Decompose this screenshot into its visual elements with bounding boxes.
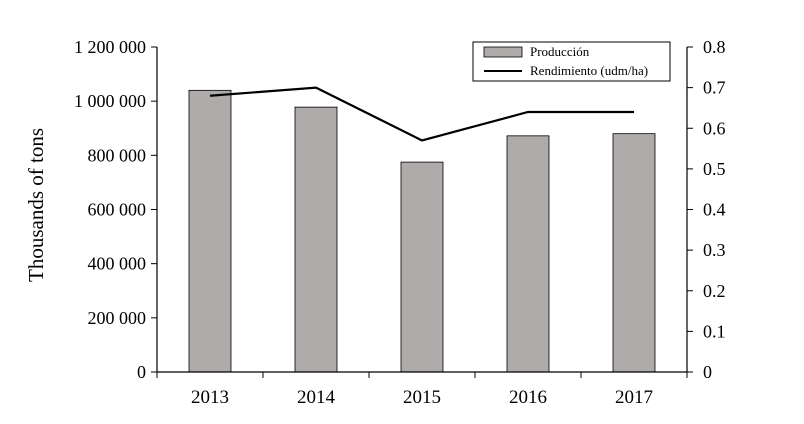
bar-2014 <box>294 106 338 373</box>
axes-group: 0 200 000 400 000 600 000 800 000 1 000 000 1 … <box>74 37 726 408</box>
y-tick-label-right: 0.4 <box>703 200 726 220</box>
y-tick-label-left: 200 000 <box>88 308 147 328</box>
bars-group <box>188 89 656 373</box>
x-tick-label: 2015 <box>403 387 441 408</box>
y-tick-label-right: 0.3 <box>703 240 726 260</box>
line-group <box>209 86 634 142</box>
x-tick-label: 2013 <box>191 387 229 408</box>
y-tick-label-right: 0.1 <box>703 321 726 341</box>
x-tick-label: 2017 <box>615 387 653 408</box>
bar-2013 <box>188 89 232 373</box>
x-tick-label: 2016 <box>509 387 547 408</box>
y-tick-label-right: 0.6 <box>703 118 726 138</box>
y-tick-label-left: 1 000 000 <box>74 91 146 111</box>
legend-swatch-produccion <box>483 46 523 58</box>
bar-2015 <box>400 161 444 373</box>
y-axis-label: Thousands of tons <box>24 128 48 282</box>
y-tick-label-left: 600 000 <box>88 200 147 220</box>
y-tick-label-left: 0 <box>137 362 146 382</box>
y-tick-label-right: 0 <box>703 362 712 382</box>
legend-label-produccion: Producción <box>530 44 590 59</box>
bar-2016 <box>506 135 550 373</box>
y-tick-label-right: 0.7 <box>703 78 726 98</box>
legend: Producción Rendimiento (udm/ha) <box>472 41 671 82</box>
y-tick-label-left: 400 000 <box>88 254 147 274</box>
line-rendimiento <box>209 86 634 142</box>
y-tick-label-left: 1 200 000 <box>74 37 146 57</box>
y-tick-label-right: 0.8 <box>703 37 726 57</box>
y-tick-label-right: 0.5 <box>703 159 726 179</box>
bar-2017 <box>612 133 656 373</box>
x-tick-label: 2014 <box>297 387 336 408</box>
y-tick-label-left: 800 000 <box>88 145 147 165</box>
y-tick-label-right: 0.2 <box>703 281 726 301</box>
legend-label-rendimiento: Rendimiento (udm/ha) <box>530 63 648 78</box>
